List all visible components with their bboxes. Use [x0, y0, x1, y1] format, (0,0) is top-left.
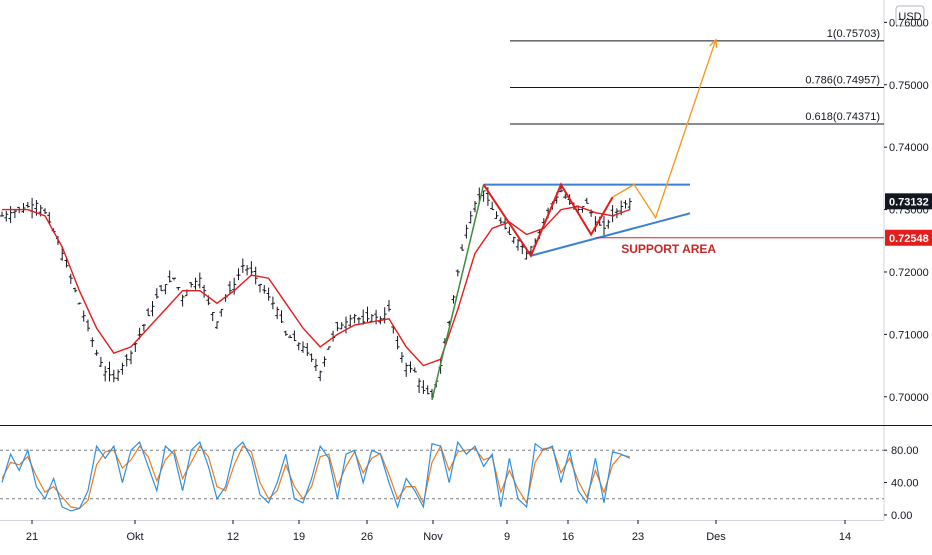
support-price-label: 0.72548 — [889, 233, 929, 245]
pattern-zigzag — [482, 182, 614, 258]
drawings: SUPPORT AREA — [431, 38, 884, 401]
moving-average — [2, 205, 631, 367]
time-tick-label: 14 — [839, 531, 851, 543]
price-axis: 0.760000.750000.740000.730000.720000.710… — [884, 17, 929, 404]
price-tick-label: 0.74000 — [889, 142, 929, 154]
pane-frames — [0, 0, 932, 521]
support-price-label-bg — [885, 229, 932, 246]
support-area-label: SUPPORT AREA — [621, 242, 716, 256]
rising-support-line — [530, 212, 691, 257]
time-tick-label: 9 — [504, 531, 510, 543]
price-tick-label: 0.75000 — [889, 80, 929, 92]
time-tick-label: Des — [706, 531, 726, 543]
time-tick-label: 26 — [361, 531, 373, 543]
stoch-tick-label: 40.00 — [891, 478, 919, 490]
time-tick-label: 19 — [293, 531, 305, 543]
stoch-k-line — [1, 440, 631, 512]
fib-level-label: 0.786(0.74957) — [805, 74, 880, 86]
time-tick-label: 21 — [26, 531, 38, 543]
fib-level-label: 1(0.75703) — [827, 28, 880, 40]
price-tick-label: 0.70000 — [889, 392, 929, 404]
currency-button[interactable]: USD — [895, 5, 925, 27]
time-axis: 21 Okt 12 19 26 Nov 9 16 23 Des 14 — [26, 520, 851, 543]
moving-average-line — [2, 205, 631, 367]
stoch-d-line — [1, 444, 630, 510]
time-tick-label: 12 — [227, 531, 239, 543]
fibonacci-levels: 1(0.75703) 0.786(0.74957) 0.618(0.74371) — [510, 28, 884, 125]
last-price-label-bg — [885, 193, 932, 210]
time-tick-label: Nov — [423, 531, 443, 543]
time-tick-label: 16 — [562, 531, 574, 543]
time-tick-label: 23 — [632, 531, 644, 543]
price-tick-label: 0.71000 — [889, 329, 929, 341]
price-bars — [0, 184, 632, 399]
stoch-tick-label: 0.00 — [891, 510, 912, 522]
currency-label: USD — [898, 11, 921, 23]
time-tick-label: Okt — [126, 531, 143, 543]
impulse-line — [431, 184, 485, 401]
price-tick-label: 0.72000 — [889, 267, 929, 279]
fib-level-label: 0.618(0.74371) — [805, 111, 880, 123]
price-tick-label: 0.76000 — [889, 17, 929, 29]
projection-arrowhead — [709, 38, 718, 48]
price-labels: 0.73132 0.72548 — [885, 193, 932, 246]
stochastic-pane: 80.00 40.00 0.00 — [0, 440, 919, 522]
last-price-label: 0.73132 — [889, 196, 929, 208]
stoch-tick-label: 80.00 — [891, 445, 919, 457]
projection-path — [612, 39, 717, 220]
